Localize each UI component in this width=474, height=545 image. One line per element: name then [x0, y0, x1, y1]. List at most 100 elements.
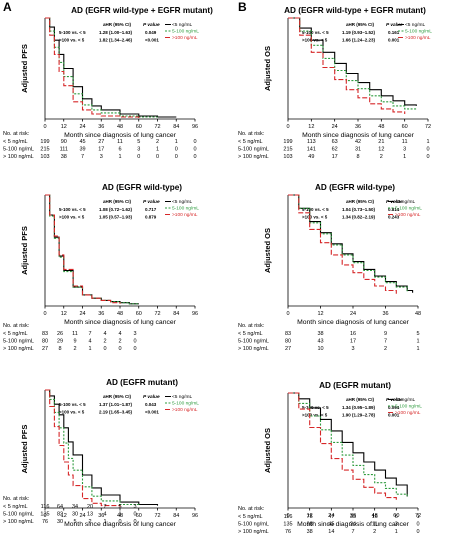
series-line-2	[45, 389, 140, 506]
hr-ahr: 1.28 (1.00–1.63)	[99, 30, 133, 35]
risk-value: 113	[307, 139, 316, 145]
risk-value: 116	[284, 514, 293, 520]
risk-value: 135	[40, 512, 49, 518]
x-tick-label: 72	[154, 513, 160, 519]
risk-value: 5	[73, 519, 76, 525]
risk-value: 12	[378, 147, 384, 153]
risk-value: 0	[133, 346, 136, 352]
hr-comparison: >100 vs. < 5	[59, 215, 85, 220]
risk-value: 2	[103, 339, 106, 345]
hr-p: 0.001	[388, 413, 400, 418]
y-axis-label: Adjusted OS	[263, 46, 272, 91]
x-tick-label: 72	[154, 124, 160, 130]
risk-value: 43	[317, 339, 323, 345]
x-tick-label: 48	[372, 513, 378, 519]
risk-value: 63	[332, 139, 338, 145]
legend-label: >100 ng/mL	[395, 410, 421, 416]
hr-comparison: 5-100 vs. < 5	[302, 207, 329, 212]
series-line-3	[45, 194, 121, 304]
risk-value: 8	[58, 346, 61, 352]
y-axis-label: Adjusted OS	[263, 228, 272, 273]
series-line-3	[288, 17, 406, 114]
series-line-3	[45, 17, 140, 118]
legend-label: 5-100 ng/mL	[395, 404, 422, 410]
legend-label: <5 ng/mL	[395, 199, 415, 205]
x-axis-label: Month since diagnosis of lung cancer	[302, 132, 415, 139]
hr-header-p: P value	[386, 397, 403, 403]
hr-p: 0.001	[388, 38, 400, 43]
x-tick-label: 96	[192, 124, 198, 130]
risk-value: 83	[285, 331, 291, 337]
risk-value: 7	[351, 529, 354, 535]
risk-value: 7	[88, 331, 91, 337]
risk-value: 5	[416, 331, 419, 337]
risk-value: 24	[350, 522, 356, 528]
risk-value: 1	[118, 512, 121, 518]
legend-label: >100 ng/mL	[172, 35, 198, 41]
y-axis-label: Adjusted PFS	[20, 226, 29, 275]
risk-value: 2	[88, 519, 91, 525]
risk-value: 141	[307, 147, 316, 153]
risk-value: 38	[61, 154, 67, 160]
series-line-1	[288, 392, 408, 497]
risk-value: 0	[156, 154, 159, 160]
risk-value: 17	[98, 147, 104, 153]
hr-p: 0.094	[388, 405, 400, 410]
risk-value: 3	[137, 147, 140, 153]
x-tick-label: 60	[402, 124, 408, 130]
risk-value: 0	[133, 339, 136, 345]
risk-row-label: < 5 ng/mL	[238, 331, 263, 337]
risk-value: 49	[308, 154, 314, 160]
risk-value: 1	[156, 147, 159, 153]
risk-value: 2	[156, 139, 159, 145]
hr-comparison: >100 vs. < 5	[302, 215, 328, 220]
x-tick-label: 0	[286, 311, 289, 317]
panel-label-a: A	[3, 0, 12, 14]
risk-value: 0	[175, 154, 178, 160]
risk-value: 199	[40, 139, 49, 145]
x-tick-label: 12	[317, 311, 323, 317]
risk-value: 0	[416, 529, 419, 535]
risk-value: 3	[133, 331, 136, 337]
x-tick-label: 0	[43, 124, 46, 130]
series-line-2	[45, 17, 158, 118]
risk-row-label: > 100 ng/mL	[238, 154, 269, 160]
panel-title: AD (EGFR wild-type + EGFR mutant)	[71, 6, 213, 15]
x-axis-label: Month since diagnosis of lung cancer	[64, 521, 177, 528]
risk-value: 0	[137, 154, 140, 160]
hr-p: 0.043	[145, 402, 157, 407]
hr-ahr: 1.34 (0.95–1.89)	[342, 405, 376, 410]
hr-comparison: 5-100 vs. < 5	[59, 402, 86, 407]
risk-value: 9	[384, 331, 387, 337]
risk-table-title: No. at risk:	[238, 506, 265, 512]
risk-value: 9	[73, 339, 76, 345]
hr-header-p: P value	[143, 199, 160, 205]
panel-title: AD (EGFR wild-type + EGFR mutant)	[284, 6, 426, 15]
risk-row-label: < 5 ng/mL	[3, 504, 28, 510]
x-tick-label: 12	[61, 311, 67, 317]
series-line-3	[45, 389, 121, 507]
legend-label: <5 ng/mL	[172, 22, 192, 28]
risk-value: 7	[81, 154, 84, 160]
hr-ahr: 1.66 (1.24–2.23)	[342, 38, 376, 43]
risk-value: 0	[103, 346, 106, 352]
risk-value: 76	[285, 529, 291, 535]
hr-header-p: P value	[143, 394, 160, 400]
hr-header-ahr: aHR (95% CI)	[103, 22, 132, 27]
risk-value: 103	[40, 154, 49, 160]
risk-value: 0	[193, 154, 196, 160]
risk-row-label: < 5 ng/mL	[3, 139, 28, 145]
risk-row-label: > 100 ng/mL	[3, 346, 34, 352]
risk-value: 1	[426, 139, 429, 145]
hr-header-ahr: aHR (95% CI)	[346, 199, 375, 204]
hr-p: 0.161	[388, 30, 400, 35]
x-tick-label: 60	[136, 124, 142, 130]
x-tick-label: 48	[378, 124, 384, 130]
risk-value: 47	[328, 514, 334, 520]
risk-value: 75	[307, 514, 313, 520]
hr-comparison: 5-100 vs. < 5	[302, 30, 329, 35]
risk-table-title: No. at risk:	[3, 131, 30, 137]
risk-value: 6	[118, 147, 121, 153]
x-tick-label: 48	[117, 513, 123, 519]
